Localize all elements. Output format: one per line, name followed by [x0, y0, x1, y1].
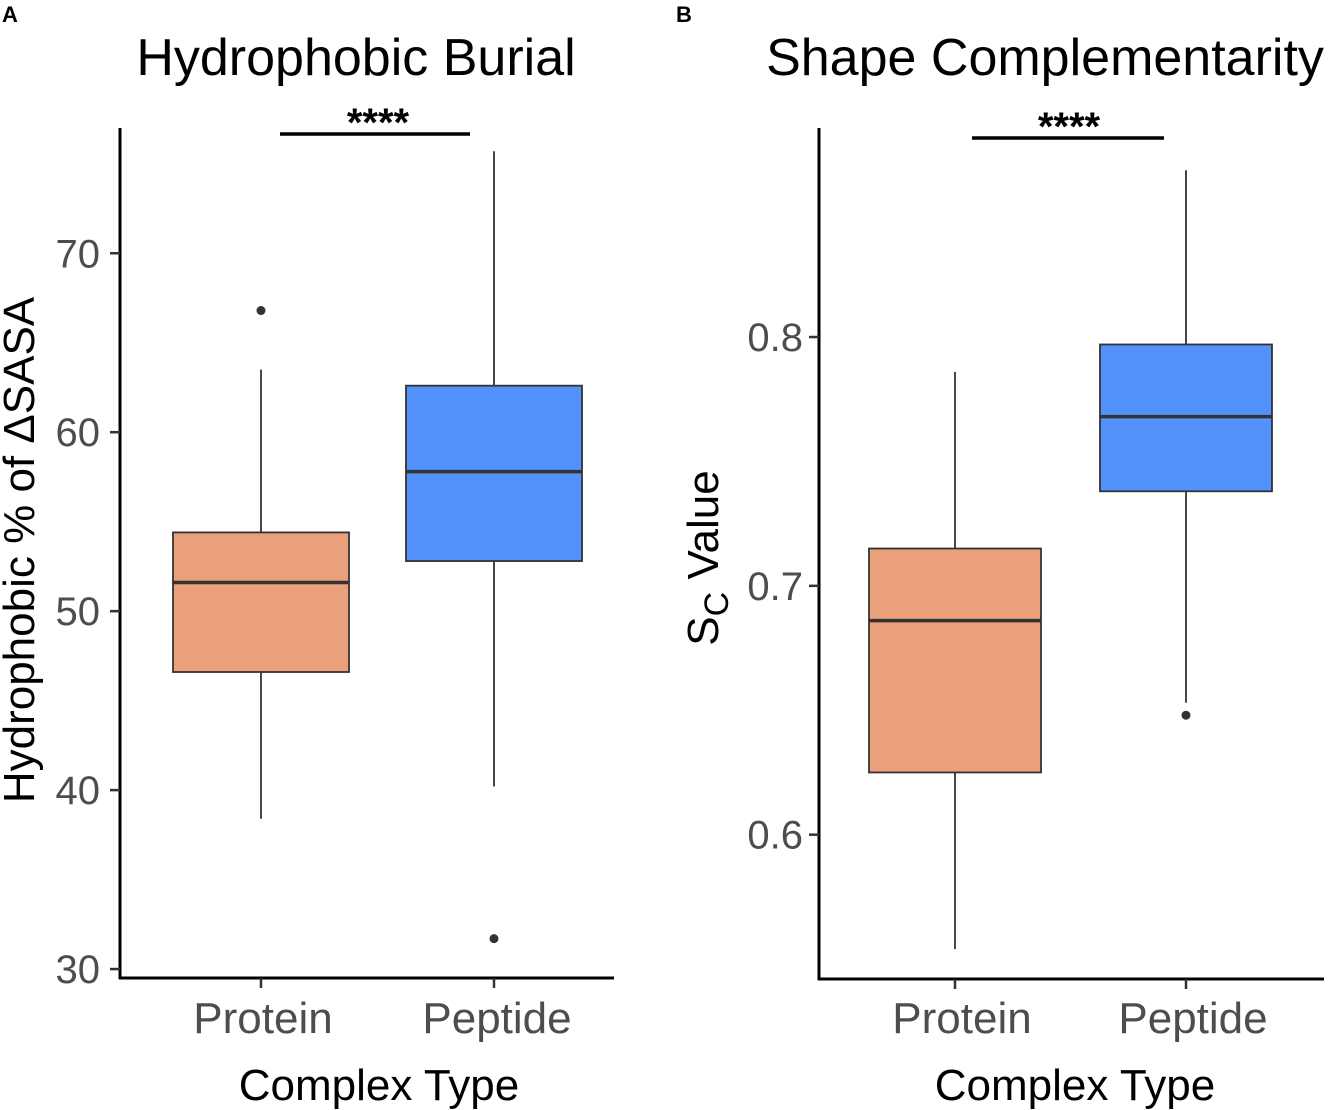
panel-a-protein-outlier: [256, 306, 266, 316]
panel-a-ytick-label-60: 60: [56, 411, 101, 455]
panel-b-y-axis-title: SC Value: [679, 470, 736, 645]
panel-b-ytick-label-0.8: 0.8: [747, 316, 803, 360]
panel-a-ytick-label-30: 30: [56, 948, 101, 992]
panel-a-y-axis-title: Hydrophobic % of ΔSASA: [0, 296, 44, 803]
panel-a-title: Hydrophobic Burial: [136, 29, 575, 87]
panel-a-protein-box: [172, 531, 350, 673]
panel-b-significance-label: ****: [1038, 105, 1101, 149]
panel-a-ytick-label-70: 70: [56, 232, 101, 276]
panel-a: A Hydrophobic Burial 30 40 50 60 70 Prot…: [0, 2, 614, 1110]
panel-b: B Shape Complementarity 0.6 0.7 0.8 Prot…: [676, 2, 1324, 1110]
panel-a-significance-label: ****: [347, 101, 410, 145]
panel-b-x-axis-title: Complex Type: [935, 1061, 1215, 1110]
panel-a-peptide-box: [405, 384, 583, 562]
panel-a-letter: A: [2, 2, 18, 27]
panel-a-xtick-label-peptide: Peptide: [422, 994, 571, 1043]
panel-b-title: Shape Complementarity: [766, 29, 1324, 87]
panel-b-y-axis-title-s: S: [679, 616, 728, 645]
panel-b-ytick-label-0.6: 0.6: [747, 814, 803, 858]
panel-b-y-axis-title-rest: Value: [679, 470, 728, 592]
panel-b-y-axis-title-subscript: C: [698, 592, 736, 617]
panel-a-peptide-outlier: [489, 934, 499, 944]
panel-b-xtick-label-peptide: Peptide: [1118, 994, 1267, 1043]
panel-b-protein-box: [868, 547, 1042, 774]
panel-a-xtick-label-protein: Protein: [193, 994, 332, 1043]
panel-b-ytick-label-0.7: 0.7: [747, 565, 803, 609]
panel-b-letter: B: [676, 2, 692, 27]
panel-b-peptide-outlier: [1181, 710, 1191, 720]
panel-a-x-axis-title: Complex Type: [239, 1061, 519, 1110]
panel-a-ytick-label-40: 40: [56, 769, 101, 813]
panel-b-xtick-label-protein: Protein: [892, 994, 1031, 1043]
panel-a-ytick-label-50: 50: [56, 590, 101, 634]
